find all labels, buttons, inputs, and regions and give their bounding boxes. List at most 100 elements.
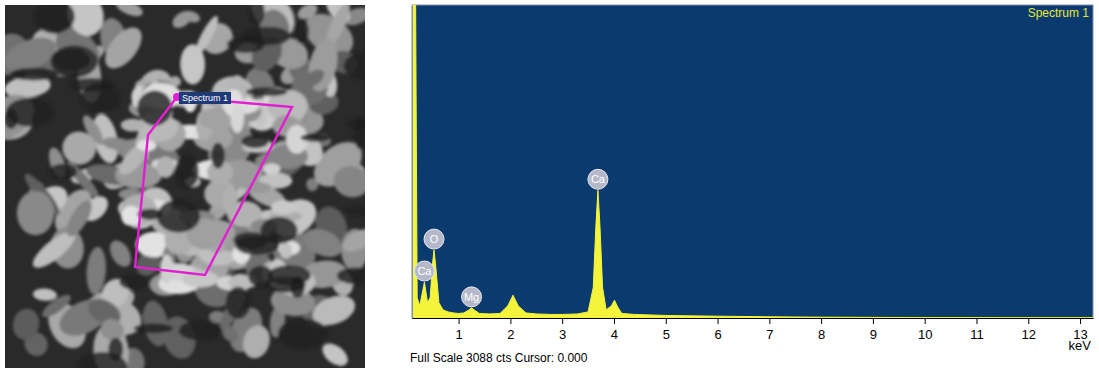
x-tick: 10: [918, 318, 932, 342]
plot-area: [412, 5, 1093, 318]
peak-label-badge: [414, 261, 434, 281]
gap: [53, 49, 90, 71]
particle: [106, 237, 136, 271]
gap: [81, 83, 120, 114]
x-tick-label: 3: [559, 327, 566, 342]
gap: [157, 200, 200, 233]
x-axis-title: keV: [1069, 338, 1092, 353]
x-tick-mark: [1080, 318, 1081, 324]
spectrum: [412, 5, 1093, 318]
particle: [271, 200, 296, 214]
x-tick: 5: [663, 318, 670, 342]
gap: [175, 155, 199, 188]
y-axis-line: [412, 6, 413, 319]
gap: [337, 267, 365, 284]
gap: [246, 87, 287, 96]
peak-labels: Ca O Mg Ca: [414, 169, 607, 307]
particle: [263, 163, 281, 174]
particle: [139, 298, 172, 348]
selection-region: [135, 97, 292, 275]
region-label-text: Spectrum 1: [182, 93, 228, 103]
gap: [226, 287, 251, 319]
particle: [98, 21, 149, 75]
x-tick: 2: [507, 318, 514, 342]
x-tick: 1: [455, 318, 462, 342]
x-tick-label: 1: [455, 327, 462, 342]
gap: [249, 5, 264, 25]
gap: [278, 319, 328, 350]
peak-label-text: Ca: [591, 173, 606, 185]
region-label: Spectrum 1: [179, 92, 231, 104]
particle: [199, 220, 236, 245]
x-tick-label: 9: [870, 327, 877, 342]
particle: [239, 322, 274, 362]
gap: [294, 18, 308, 43]
particle: [223, 185, 237, 217]
particle: [180, 44, 206, 84]
peak-label: Ca: [414, 261, 434, 281]
peak-label-badge: [462, 287, 482, 307]
x-tick-label: 5: [663, 327, 670, 342]
particle: [113, 5, 145, 20]
x-axis-line: [413, 318, 1094, 319]
x-tick-mark: [614, 318, 615, 324]
peak-label: Mg: [462, 287, 482, 307]
marks: [412, 5, 1093, 318]
x-tick-label: 2: [507, 327, 514, 342]
particle: [182, 9, 202, 25]
gap: [49, 164, 77, 180]
gap: [134, 323, 173, 333]
x-tick: 12: [1022, 318, 1036, 342]
x-tick: 3: [559, 318, 566, 342]
gap: [241, 135, 268, 148]
x-tick-mark: [718, 318, 719, 324]
gap: [290, 276, 304, 298]
particle: [299, 66, 327, 92]
gap: [179, 320, 222, 340]
footer: Full Scale 3088 cts Cursor: 0.000: [410, 351, 588, 365]
x-tick: 7: [766, 318, 773, 342]
peak-label-badge: [588, 169, 608, 189]
x-tick: 8: [818, 318, 825, 342]
micrograph: Spectrum 1: [5, 5, 365, 368]
particle: [318, 339, 352, 368]
y-axis: [412, 6, 413, 319]
particle: [101, 136, 133, 153]
x-tick-mark: [562, 318, 563, 324]
peak-label-text: O: [430, 233, 439, 245]
x-tick: 6: [714, 318, 721, 342]
particle: [10, 306, 42, 342]
particles: [5, 5, 365, 368]
x-tick-label: 11: [970, 327, 984, 342]
x-tick-mark: [976, 318, 977, 324]
x-tick-label: 8: [818, 327, 825, 342]
micrograph-background: [5, 5, 365, 368]
gap: [34, 5, 75, 33]
gap: [10, 68, 58, 81]
x-tick-mark: [1028, 318, 1029, 324]
gap: [211, 143, 225, 169]
particle: [331, 163, 365, 200]
peak-label: Ca: [588, 169, 608, 189]
gap: [301, 134, 330, 142]
x-tick-label: 4: [611, 327, 618, 342]
particle: [33, 288, 58, 302]
gap: [268, 265, 311, 285]
gap: [343, 207, 365, 216]
gap: [344, 52, 365, 79]
x-tick-label: 6: [714, 327, 721, 342]
x-tick-label: 7: [766, 327, 773, 342]
x-tick-mark: [925, 318, 926, 324]
x-tick: 4: [611, 318, 618, 342]
x-tick-mark: [769, 318, 770, 324]
chart-title: Spectrum 1: [1028, 6, 1090, 20]
x-tick-mark: [459, 318, 460, 324]
x-tick-mark: [510, 318, 511, 324]
x-tick-label: 12: [1022, 327, 1036, 342]
particle: [231, 103, 244, 133]
gap: [51, 46, 98, 78]
figure: Spectrum 112345678910111213CaOMgCaSpectr…: [0, 0, 1099, 368]
gap: [227, 36, 265, 53]
x-tick-mark: [821, 318, 822, 324]
gap: [234, 232, 268, 250]
